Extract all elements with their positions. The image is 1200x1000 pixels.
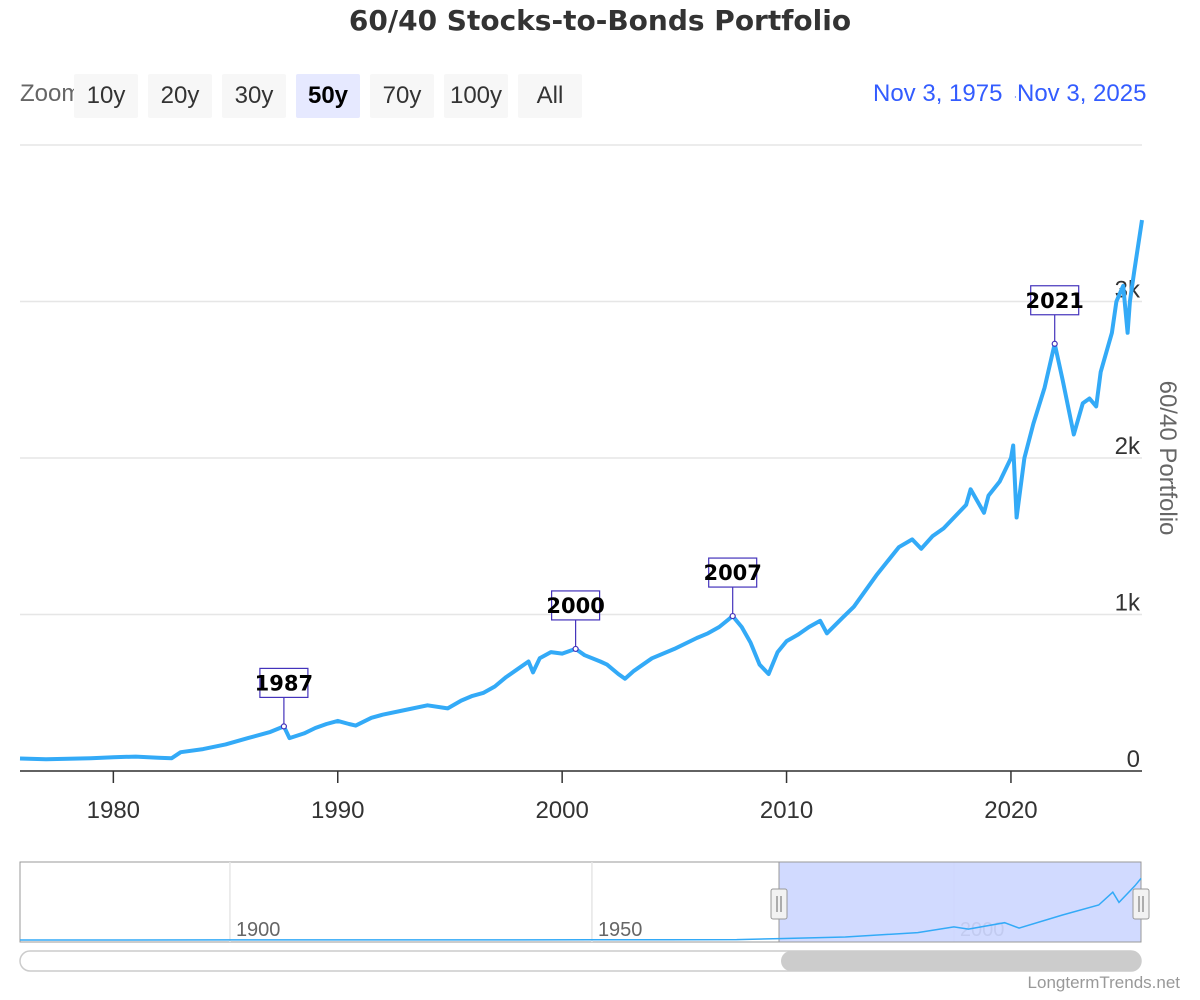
annotations: 1987 2000 2007 2021 — [255, 285, 1084, 730]
x-tick-label: 1980 — [87, 797, 140, 824]
range-to[interactable]: Nov 3, 2025 — [1017, 80, 1147, 107]
zoom-button-30y[interactable]: 30y — [222, 74, 286, 118]
annotation-marker — [280, 723, 287, 730]
scrollbar-thumb[interactable] — [781, 951, 1141, 971]
x-tick-label: 2000 — [535, 797, 588, 824]
navigator-tick-label: 1900 — [236, 919, 281, 941]
credit-link[interactable]: LongtermTrends.net — [1027, 973, 1180, 992]
annotation-box — [1030, 285, 1080, 316]
y-axis-title: 60/40 Portfolio — [1154, 381, 1181, 536]
annotation-marker — [1051, 340, 1058, 347]
range-from[interactable]: Nov 3, 1975 — [873, 80, 1003, 107]
zoom-button-50y[interactable]: 50y — [296, 74, 360, 118]
x-tick-label: 2020 — [984, 797, 1037, 824]
navigator-tick-label: 1950 — [598, 919, 643, 941]
zoom-button-100y[interactable]: 100y — [444, 74, 508, 118]
annotation-marker — [572, 645, 579, 653]
annotation-label: 2000 — [546, 594, 604, 618]
navigator[interactable]: 190019502000 — [19, 861, 1150, 943]
annotation-box — [708, 557, 758, 588]
annotation-label: 2021 — [1025, 289, 1083, 313]
zoom-button-10y[interactable]: 10y — [74, 74, 138, 118]
annotation-label: 2007 — [703, 561, 761, 585]
zoom-button-20y[interactable]: 20y — [148, 74, 212, 118]
annotation-marker — [729, 612, 736, 620]
navigator-handle-right[interactable] — [1132, 888, 1150, 920]
navigator-series-line — [19, 877, 1142, 941]
zoom-label: Zoom — [20, 80, 76, 107]
handle-grip[interactable] — [1132, 888, 1150, 920]
series-line-60-40-portfolio — [19, 219, 1144, 762]
navigator-handle-left[interactable] — [770, 888, 788, 920]
annotation-box — [551, 590, 601, 621]
y-tick-label: 1k — [1115, 590, 1141, 617]
zoom-button-70y[interactable]: 70y — [370, 74, 434, 118]
navigator-selected-range[interactable] — [778, 861, 1142, 943]
range-separator-arrow-icon: → — [1010, 80, 1016, 108]
annotation-box — [259, 667, 309, 698]
y-tick-label: 0 — [1127, 746, 1140, 773]
chart-title: 60/40 Stocks-to-Bonds Portfolio — [348, 4, 852, 37]
zoom-controls: Zoom 10y 20y 30y 50y 70y 100y All — [20, 74, 1180, 118]
grid-lines — [20, 144, 1142, 772]
x-tick-label: 1990 — [311, 797, 364, 824]
handle-grip[interactable] — [770, 888, 788, 920]
zoom-button-all[interactable]: All — [518, 74, 582, 118]
x-tick-label: 2010 — [760, 797, 813, 824]
annotation-label: 1987 — [255, 671, 313, 695]
x-axis-labels: 1980 1990 2000 2010 2020 — [87, 771, 1038, 824]
y-tick-label: 2k — [1115, 433, 1141, 460]
